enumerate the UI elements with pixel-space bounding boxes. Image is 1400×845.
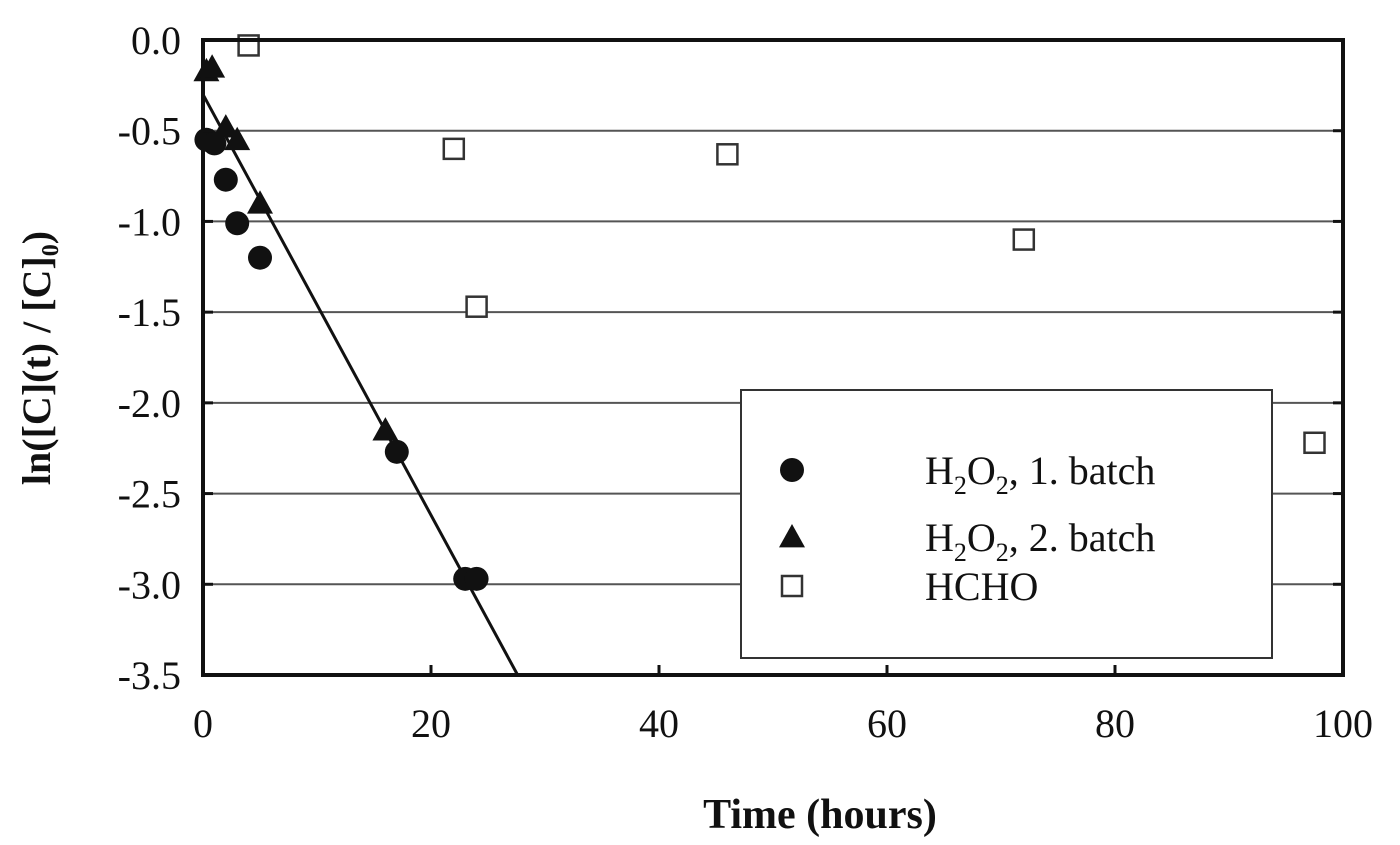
data-point-series-2: [199, 54, 226, 78]
data-point-series-2: [372, 417, 399, 441]
plot-frame: [201, 38, 1345, 677]
y-tick-label: -2.0: [118, 381, 181, 426]
x-tick-label: 100: [1313, 701, 1373, 746]
data-point-series-3: [716, 143, 739, 166]
data-point-series-1: [464, 566, 489, 591]
y-tick-label: -1.5: [118, 290, 181, 335]
data-point-series-1: [248, 245, 272, 270]
y-axis-label: ln([C](t) / [C]₀): [14, 231, 59, 485]
y-tick-label: -3.5: [118, 653, 181, 698]
data-point-series-3: [442, 137, 466, 161]
legend-marker: [779, 524, 805, 548]
legend-marker: [780, 458, 804, 482]
y-tick-label: -3.0: [118, 562, 181, 607]
data-point-series-1: [213, 167, 238, 192]
y-tick-label: -2.5: [118, 472, 181, 517]
data-point-series-1: [225, 211, 250, 236]
x-tick-label: 80: [1095, 701, 1135, 746]
data-point-series-3: [1303, 431, 1326, 455]
data-point-series-2: [247, 190, 273, 214]
data-point-series-2: [224, 126, 251, 151]
x-axis-label: Time (hours): [703, 792, 937, 838]
x-tick-label: 20: [411, 701, 451, 746]
x-ticks: 0 20 40 60 80 100: [193, 665, 1373, 746]
data-point-series-1: [384, 439, 409, 464]
legend-marker: [780, 574, 804, 598]
y-tick-label: 0.0: [131, 18, 181, 63]
legend-label: HCHO: [925, 564, 1038, 609]
x-tick-label: 60: [867, 701, 907, 746]
legend-label: H2O2, 2. batch: [925, 515, 1155, 567]
x-tick-label: 40: [639, 701, 679, 746]
data-point-series-2: [212, 114, 239, 138]
y-ticks: 0.0 -0.5 -1.0 -1.5 -2.0 -2.5 -3.0 -3.5: [118, 18, 1343, 698]
data-point-series-3: [465, 295, 488, 318]
legend-label: H2O2, 1. batch: [925, 448, 1155, 500]
data-points: [193, 34, 1326, 591]
legend-box: [740, 389, 1273, 659]
y-tick-label: -0.5: [118, 109, 181, 154]
y-tick-label: -1.0: [118, 199, 181, 244]
x-tick-label: 0: [193, 701, 213, 746]
data-point-series-3: [1012, 228, 1036, 251]
